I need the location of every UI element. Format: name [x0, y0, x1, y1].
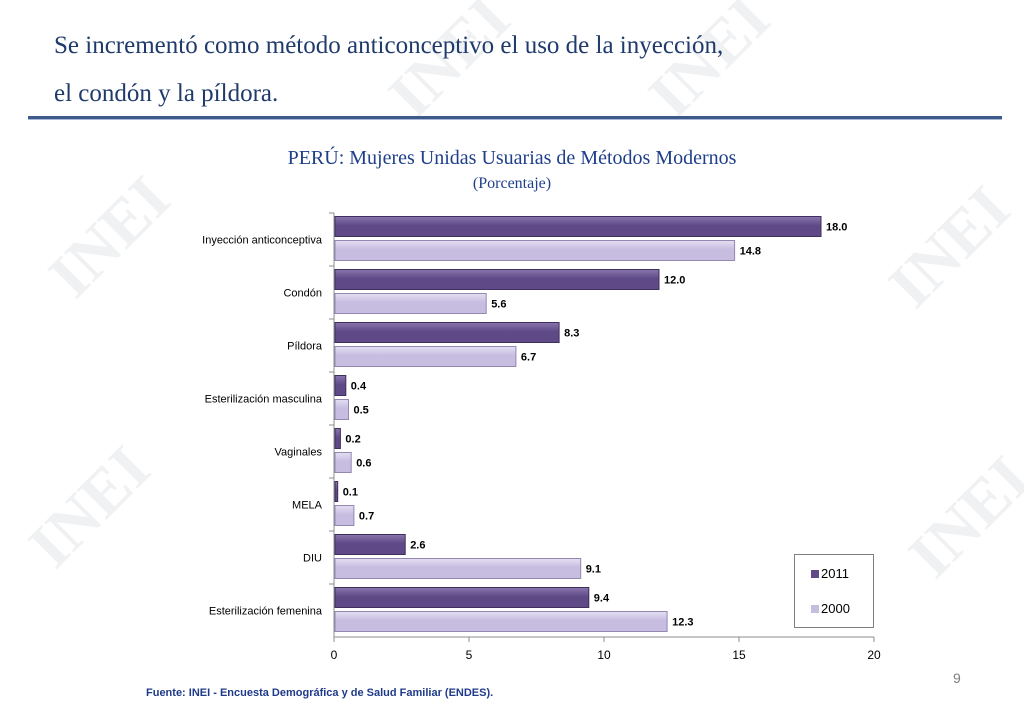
- category-label: Condón: [283, 288, 322, 300]
- bar-2000: [334, 399, 349, 420]
- category-label: MELA: [292, 500, 323, 512]
- bar-2000: [334, 346, 517, 367]
- bar-2000: [334, 611, 668, 632]
- category-label: DIU: [303, 553, 322, 565]
- data-label-2000: 5.6: [491, 299, 506, 311]
- data-label-2011: 0.4: [351, 381, 367, 393]
- data-label-2000: 12.3: [672, 617, 693, 629]
- bar-2011: [334, 534, 406, 555]
- data-label-2000: 0.5: [354, 405, 369, 417]
- category-label: Esterilización femenina: [209, 606, 323, 618]
- bar-2000: [334, 240, 736, 261]
- slide-heading-line-1: Se incrementó como método anticonceptivo…: [54, 32, 724, 59]
- x-tick-label: 15: [732, 648, 746, 662]
- bar-2011: [334, 428, 341, 449]
- title-divider: [28, 116, 1002, 119]
- chart-subtitle: (Porcentaje): [472, 175, 552, 192]
- x-tick-label: 0: [331, 648, 338, 662]
- bar-2000: [334, 558, 582, 579]
- legend-label-2011: 2011: [821, 566, 849, 581]
- bar-2011: [334, 375, 347, 396]
- legend-entry-2011: 2011: [811, 566, 849, 581]
- source-note: Fuente: INEI - Encuesta Demográfica y de…: [146, 687, 494, 699]
- page-number: 9: [953, 670, 961, 686]
- data-label-2000: 9.1: [586, 564, 601, 576]
- legend-entry-2000: 2000: [811, 601, 850, 616]
- category-label: Inyección anticonceptiva: [202, 235, 323, 247]
- data-label-2000: 6.7: [521, 352, 536, 364]
- slide-heading-line-2: el condón y la píldora.: [54, 80, 279, 107]
- data-label-2011: 12.0: [664, 275, 685, 287]
- chart-legend: 2011 2000: [794, 554, 874, 628]
- data-label-2011: 2.6: [410, 540, 425, 552]
- data-label-2011: 9.4: [594, 593, 610, 605]
- bar-2000: [334, 452, 352, 473]
- category-label: Esterilización masculina: [205, 394, 323, 406]
- data-label-2011: 18.0: [826, 222, 847, 234]
- data-label-2000: 14.8: [740, 246, 761, 258]
- bar-2011: [334, 587, 590, 608]
- x-tick-label: 20: [867, 648, 881, 662]
- bar-2011: [334, 269, 660, 290]
- x-tick-label: 10: [597, 648, 611, 662]
- bar-2011: [334, 322, 560, 343]
- legend-swatch-2000: [811, 605, 819, 613]
- data-label-2011: 0.2: [345, 434, 360, 446]
- data-label-2011: 0.1: [343, 487, 358, 499]
- chart-title: PERÚ: Mujeres Unidas Usuarias de Métodos…: [287, 147, 737, 169]
- legend-swatch-2011: [811, 570, 819, 578]
- x-tick-label: 5: [466, 648, 473, 662]
- bar-2011: [334, 216, 822, 237]
- bar-2000: [334, 505, 355, 526]
- category-label: Píldora: [287, 341, 323, 353]
- legend-label-2000: 2000: [821, 601, 850, 616]
- data-label-2000: 0.7: [359, 511, 374, 523]
- category-label: Vaginales: [275, 447, 323, 459]
- bar-2011: [334, 481, 339, 502]
- data-label-2011: 8.3: [564, 328, 579, 340]
- data-label-2000: 0.6: [356, 458, 371, 470]
- bar-2000: [334, 293, 487, 314]
